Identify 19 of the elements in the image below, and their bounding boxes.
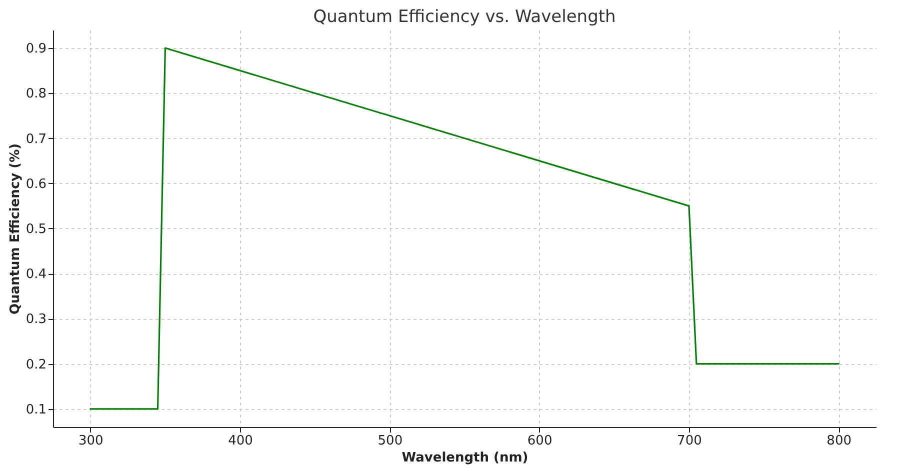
x-tick-label: 500 xyxy=(378,434,403,448)
y-tick-label: 0.6 xyxy=(26,176,46,192)
y-tick-label: 0.5 xyxy=(26,222,46,237)
line-series xyxy=(90,47,840,410)
x-tick-label: 800 xyxy=(826,434,852,448)
y-tick-label: 0.2 xyxy=(26,357,46,372)
y-tick-label: 0.9 xyxy=(26,42,46,57)
chart-title: Quantum Efficiency vs. Wavelength xyxy=(313,7,616,27)
y-tick-label: 0.7 xyxy=(26,132,46,147)
x-tick-label: 600 xyxy=(527,434,552,448)
x-axis-title: Wavelength (nm) xyxy=(402,450,528,466)
x-tick-label: 700 xyxy=(677,434,702,448)
y-tick-label: 0.8 xyxy=(26,86,46,102)
x-tick-label: 300 xyxy=(78,434,104,448)
x-tick-label: 400 xyxy=(228,434,253,448)
y-tick-label: 0.4 xyxy=(26,267,46,282)
y-tick-label: 0.1 xyxy=(26,402,46,418)
y-axis-title: Quantum Efficiency (%) xyxy=(8,143,23,315)
y-tick-label: 0.3 xyxy=(26,312,46,328)
